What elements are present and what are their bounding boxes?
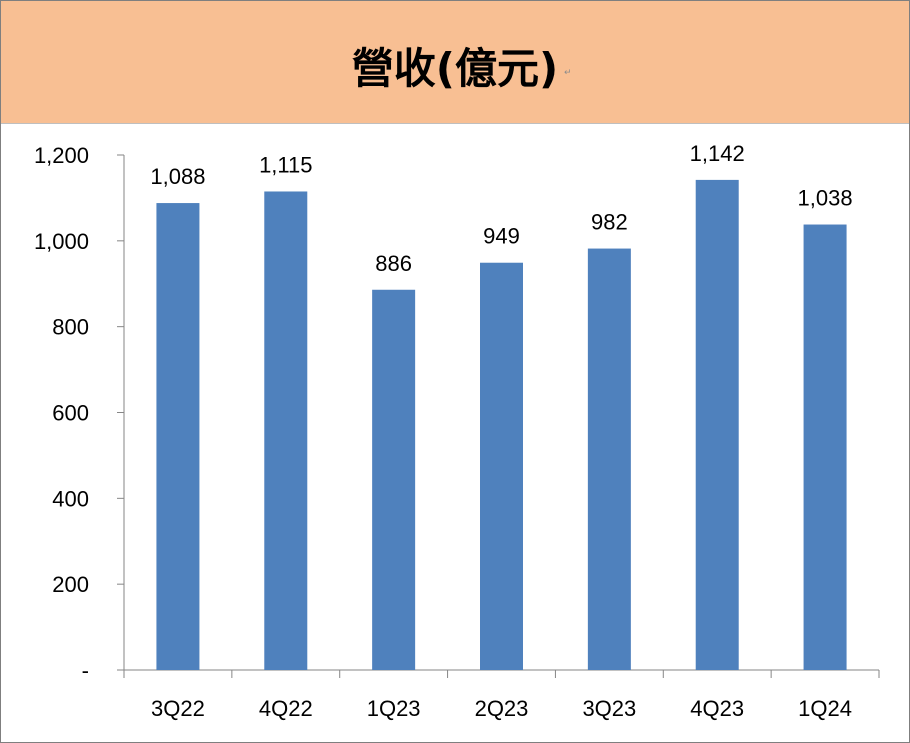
data-label: 982 <box>591 210 628 235</box>
y-tick-label: 1,200 <box>34 143 89 168</box>
bar <box>156 203 200 671</box>
paragraph-mark: ↵ <box>564 67 572 77</box>
y-tick-label: 800 <box>52 315 89 340</box>
y-tick-label: 1,000 <box>34 229 89 254</box>
chart-title: 營收(億元) <box>351 44 559 93</box>
y-tick-label: 400 <box>52 486 89 511</box>
data-label: 1,115 <box>259 152 312 177</box>
data-label: 1,038 <box>798 186 853 211</box>
x-tick-label: 4Q23 <box>690 696 744 721</box>
bar <box>803 224 847 670</box>
y-tick-label: 600 <box>52 401 89 426</box>
data-label: 1,142 <box>690 141 745 166</box>
bar <box>695 179 739 670</box>
x-tick-label: 3Q23 <box>582 696 636 721</box>
data-label: 886 <box>375 251 412 276</box>
data-label: 949 <box>483 224 520 249</box>
data-label: 1,088 <box>150 164 205 189</box>
y-tick-label: - <box>82 658 89 683</box>
labels-group: 1,088 3Q22 1,115 4Q22 886 1Q23 949 2Q23 982 3Q23 1… <box>150 141 852 721</box>
bar <box>264 191 308 670</box>
bar <box>480 262 523 670</box>
bar <box>372 289 416 670</box>
x-tick-label: 2Q23 <box>475 696 529 721</box>
x-tick-label: 1Q24 <box>798 696 852 721</box>
y-tick-label: 200 <box>52 572 89 597</box>
x-tick-label: 4Q22 <box>259 696 313 721</box>
bars-group <box>156 179 847 671</box>
x-tick-label: 1Q23 <box>367 696 421 721</box>
title-band: 營收(億元) ↵ <box>1 1 909 124</box>
bar <box>587 248 631 670</box>
x-tick-label: 3Q22 <box>151 696 205 721</box>
